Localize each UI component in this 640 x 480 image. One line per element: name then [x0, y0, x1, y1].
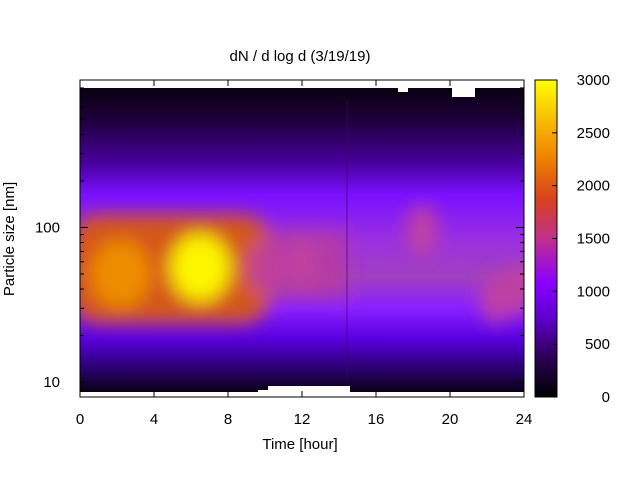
- heatmap-peak-1: [170, 233, 231, 302]
- heatmap-peak-0: [90, 239, 151, 308]
- y-axis-label: Particle size [nm]: [1, 182, 18, 296]
- colorbar-tick-label: 0: [602, 389, 610, 406]
- heatmap-peak-6: [504, 262, 524, 315]
- data-gap-top-2: [452, 88, 475, 97]
- x-tick-label: 16: [368, 411, 385, 428]
- x-axis-label: Time [hour]: [262, 436, 337, 453]
- heatmap-peak-4: [406, 204, 439, 257]
- colorbar-tick-label: 1000: [577, 283, 610, 300]
- heatmap-peak-5: [480, 271, 513, 324]
- data-gap-bottom-2: [268, 386, 350, 392]
- x-tick-label: 8: [224, 411, 232, 428]
- chart-title: dN / d log d (3/19/19): [230, 48, 371, 65]
- colorbar-tick-label: 500: [585, 336, 610, 353]
- heatmap-peak-3: [286, 235, 318, 288]
- colorbar-tick-label: 3000: [577, 72, 610, 89]
- heatmap-peak-2: [249, 241, 281, 294]
- heatmap-plot-area: [80, 80, 524, 397]
- x-tick-label: 0: [76, 411, 84, 428]
- x-tick-label: 24: [516, 411, 533, 428]
- y-axis: 10 100: [35, 79, 524, 398]
- x-axis: 0 4 8 12 16 20 24: [76, 80, 533, 428]
- x-tick-label: 12: [294, 411, 311, 428]
- colorbar-tick-label: 1500: [577, 231, 610, 248]
- colorbar-tick-label: 2000: [577, 178, 610, 195]
- data-gap-bottom-3: [258, 390, 270, 393]
- x-tick-label: 20: [442, 411, 459, 428]
- x-tick-label: 4: [150, 411, 158, 428]
- y-tick-label: 100: [35, 219, 60, 236]
- y-tick-label: 10: [43, 374, 60, 391]
- data-gap-top-1: [398, 88, 408, 92]
- colorbar-tick-label: 2500: [577, 125, 610, 142]
- colorbar: 0 500 1000 1500 2000 2500 3000: [534, 72, 610, 406]
